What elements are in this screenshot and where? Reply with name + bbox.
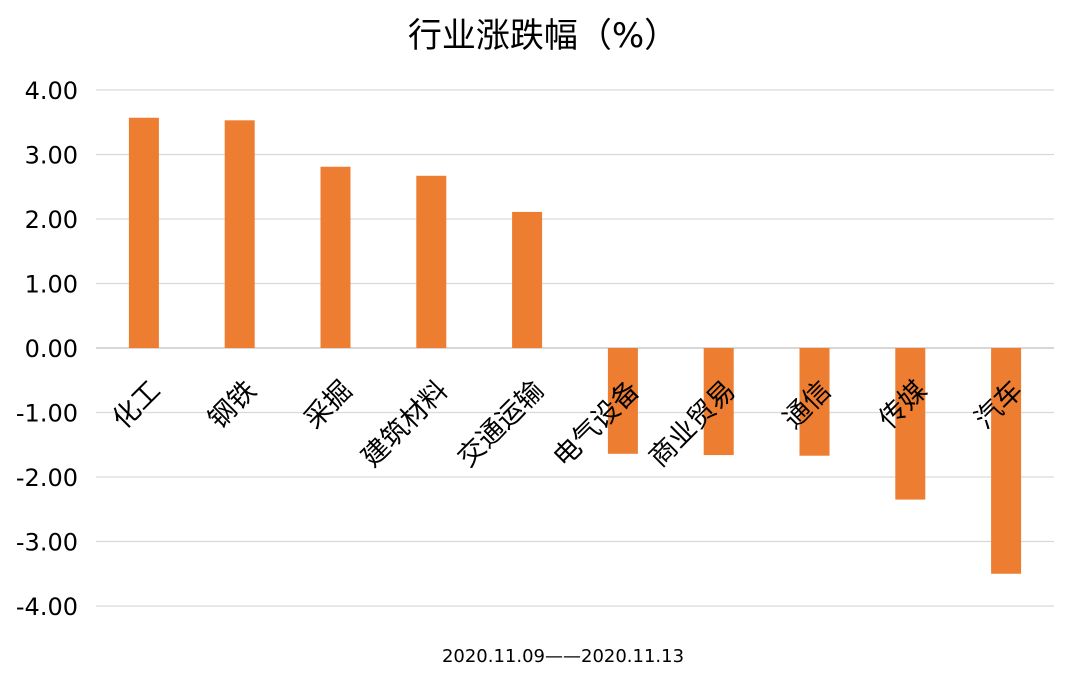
bar-9 [895, 348, 926, 500]
category-label: 钢铁 [203, 375, 263, 435]
bar-5 [512, 211, 543, 348]
chart-title: 行业涨跌幅（%） [407, 16, 679, 56]
bar-1 [128, 117, 159, 348]
bar-7 [703, 348, 734, 456]
bar-4 [416, 175, 447, 348]
bar-3 [320, 166, 351, 348]
y-tick-label: -3.00 [16, 529, 78, 557]
y-tick-label: -4.00 [16, 593, 78, 621]
y-axis-tick-labels: 4.00 3.00 2.00 1.00 0.00 -1.00 -2.00 -3.00 -4.00 [16, 77, 78, 621]
category-label: 采掘 [298, 375, 358, 435]
bar-10 [991, 348, 1022, 574]
y-tick-label: 3.00 [25, 142, 78, 170]
bars [128, 117, 1022, 574]
bar-8 [799, 348, 830, 456]
x-axis-caption: 2020.11.09——2020.11.13 [441, 646, 685, 667]
category-label: 化工 [107, 375, 167, 435]
y-tick-label: 1.00 [25, 271, 78, 299]
bar-6 [607, 348, 638, 454]
category-label: 建筑材料 [356, 375, 454, 473]
category-label: 交通运输 [452, 375, 550, 473]
y-tick-label: -2.00 [16, 464, 78, 492]
y-tick-label: 4.00 [25, 77, 78, 105]
gridlines [96, 89, 1054, 607]
y-tick-label: 2.00 [25, 206, 78, 234]
y-tick-label: -1.00 [16, 400, 78, 428]
y-tick-label: 0.00 [25, 335, 78, 363]
bar-2 [224, 120, 255, 348]
